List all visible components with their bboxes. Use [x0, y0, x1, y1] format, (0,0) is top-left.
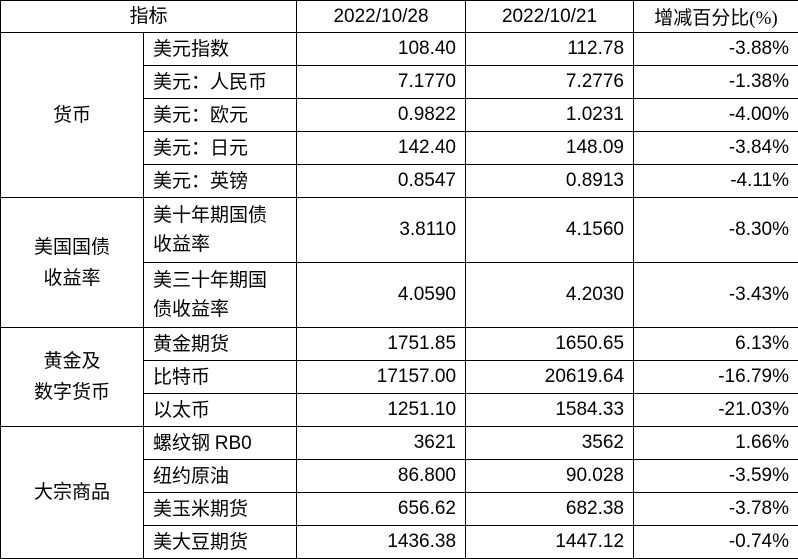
- value-previous: 90.028: [466, 460, 634, 493]
- value-previous: 112.78: [466, 33, 634, 66]
- value-current: 1751.85: [297, 328, 466, 361]
- value-change: -8.30%: [634, 198, 798, 263]
- value-current: 86.800: [297, 460, 466, 493]
- value-current: 3.8110: [297, 198, 466, 263]
- item-label-line2: 债收益率: [153, 299, 229, 320]
- value-current: 3621: [297, 427, 466, 460]
- item-label-line1: 美三十年期国: [153, 270, 267, 291]
- item-label: 美三十年期国 债收益率: [144, 263, 297, 328]
- value-change: -21.03%: [634, 394, 798, 427]
- value-previous: 0.8913: [466, 165, 634, 198]
- header-change-percent: 增减百分比(%): [634, 1, 798, 33]
- value-previous: 4.1560: [466, 198, 634, 263]
- group-label-commodity: 大宗商品: [1, 427, 144, 559]
- item-label-cjk: 螺纹钢: [153, 433, 215, 454]
- value-current: 142.40: [297, 132, 466, 165]
- value-current: 1251.10: [297, 394, 466, 427]
- value-current: 7.1770: [297, 66, 466, 99]
- value-current: 656.62: [297, 493, 466, 526]
- value-previous: 7.2776: [466, 66, 634, 99]
- item-label: 以太币: [144, 394, 297, 427]
- value-previous: 3562: [466, 427, 634, 460]
- value-current: 17157.00: [297, 361, 466, 394]
- value-change: 6.13%: [634, 328, 798, 361]
- item-label: 美元：日元: [144, 132, 297, 165]
- item-label: 美玉米期货: [144, 493, 297, 526]
- value-previous: 148.09: [466, 132, 634, 165]
- group-label-treasury: 美国国债 收益率: [1, 198, 144, 328]
- table-row: 货币 美元指数 108.40 112.78 -3.88%: [1, 33, 798, 66]
- item-label: 比特币: [144, 361, 297, 394]
- group-label-currency: 货币: [1, 33, 144, 198]
- value-previous: 1650.65: [466, 328, 634, 361]
- value-change: -16.79%: [634, 361, 798, 394]
- table-row: 大宗商品 螺纹钢 RB0 3621 3562 1.66%: [1, 427, 798, 460]
- item-label-line2: 收益率: [153, 234, 210, 255]
- header-date-previous: 2022/10/21: [466, 1, 634, 33]
- table-row: 黄金及 数字货币 黄金期货 1751.85 1650.65 6.13%: [1, 328, 798, 361]
- item-label: 纽约原油: [144, 460, 297, 493]
- value-change: 1.66%: [634, 427, 798, 460]
- group-label-gold-crypto: 黄金及 数字货币: [1, 328, 144, 427]
- value-current: 108.40: [297, 33, 466, 66]
- value-change: -4.11%: [634, 165, 798, 198]
- item-label-line1: 美十年期国债: [153, 205, 267, 226]
- value-previous: 20619.64: [466, 361, 634, 394]
- value-change: -3.84%: [634, 132, 798, 165]
- value-change: -3.88%: [634, 33, 798, 66]
- value-previous: 1584.33: [466, 394, 634, 427]
- group-label-line1: 美国国债: [34, 237, 110, 258]
- value-change: -1.38%: [634, 66, 798, 99]
- value-change: -3.43%: [634, 263, 798, 328]
- item-label: 美十年期国债 收益率: [144, 198, 297, 263]
- table-row: 美国国债 收益率 美十年期国债 收益率 3.8110 4.1560 -8.30%: [1, 198, 798, 263]
- group-label-line2: 数字货币: [34, 382, 110, 403]
- value-change: -0.74%: [634, 526, 798, 559]
- value-change: -3.59%: [634, 460, 798, 493]
- item-label: 美元：欧元: [144, 99, 297, 132]
- value-change: -4.00%: [634, 99, 798, 132]
- value-current: 0.8547: [297, 165, 466, 198]
- item-label: 黄金期货: [144, 328, 297, 361]
- value-current: 4.0590: [297, 263, 466, 328]
- table-header-row: 指标 2022/10/28 2022/10/21 增减百分比(%): [1, 1, 798, 33]
- item-label-latin: RB0: [215, 433, 252, 454]
- value-previous: 1447.12: [466, 526, 634, 559]
- value-change: -3.78%: [634, 493, 798, 526]
- value-previous: 4.2030: [466, 263, 634, 328]
- value-previous: 682.38: [466, 493, 634, 526]
- header-date-current: 2022/10/28: [297, 1, 466, 33]
- value-current: 1436.38: [297, 526, 466, 559]
- item-label: 美元指数: [144, 33, 297, 66]
- value-previous: 1.0231: [466, 99, 634, 132]
- value-current: 0.9822: [297, 99, 466, 132]
- item-label: 美元：英镑: [144, 165, 297, 198]
- group-label-line1: 黄金及: [43, 351, 100, 372]
- item-label: 美大豆期货: [144, 526, 297, 559]
- header-indicator: 指标: [1, 1, 297, 33]
- group-label-line2: 收益率: [43, 268, 100, 289]
- item-label: 螺纹钢 RB0: [144, 427, 297, 460]
- item-label: 美元：人民币: [144, 66, 297, 99]
